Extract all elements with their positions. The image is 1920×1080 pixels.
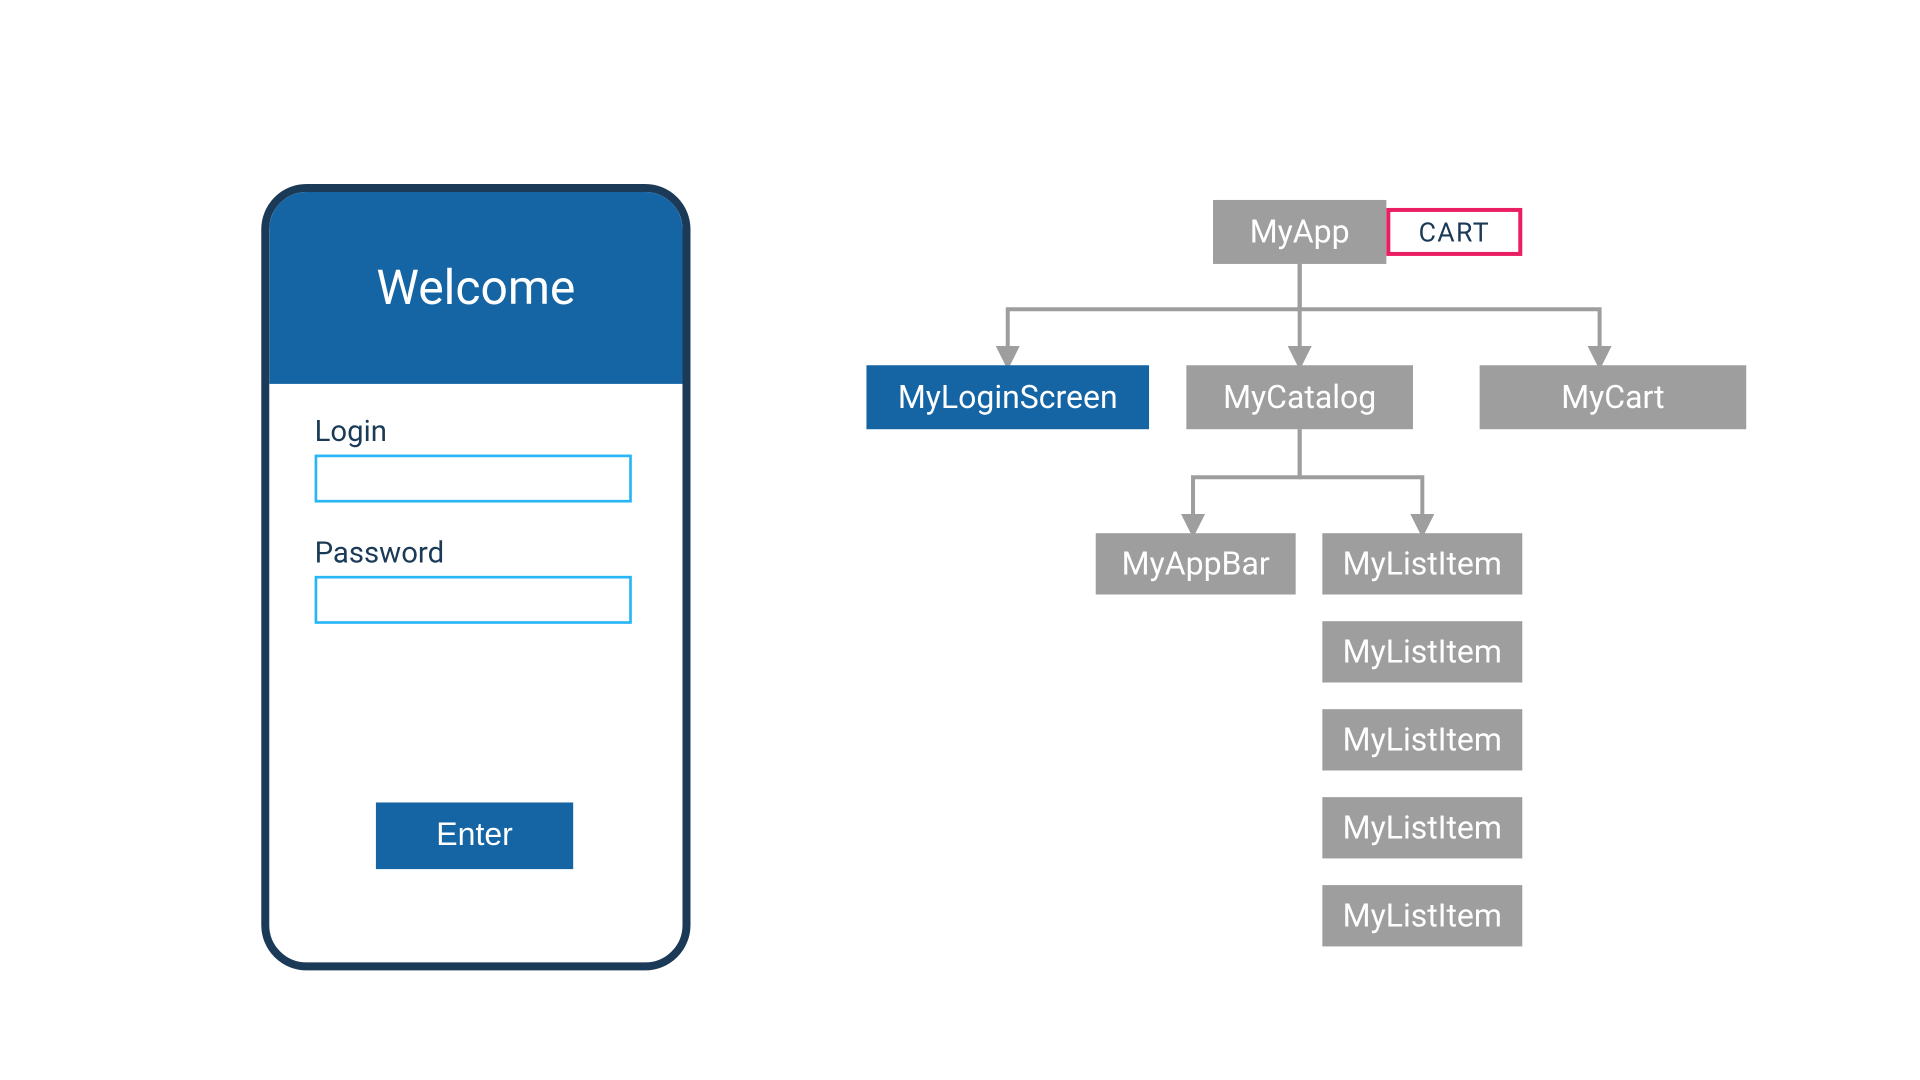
password-label: Password <box>315 537 638 570</box>
tree-node-li0: MyListItem <box>1322 533 1522 594</box>
login-input[interactable] <box>315 455 632 503</box>
login-label: Login <box>315 416 638 449</box>
tree-node-mycart: MyCart <box>1480 365 1747 429</box>
tree-node-li3: MyListItem <box>1322 797 1522 858</box>
tree-node-li4: MyListItem <box>1322 885 1522 946</box>
tree-node-myapp: MyApp <box>1213 200 1386 264</box>
phone-mockup: Welcome Login Password Enter <box>261 184 690 970</box>
tree-node-cart: CART <box>1386 208 1522 256</box>
enter-button[interactable]: Enter <box>376 802 573 869</box>
tree-node-li1: MyListItem <box>1322 621 1522 682</box>
tree-node-appbar: MyAppBar <box>1096 533 1296 594</box>
phone-header: Welcome <box>269 192 682 384</box>
password-input[interactable] <box>315 576 632 624</box>
phone-title: Welcome <box>376 260 575 316</box>
tree-node-li2: MyListItem <box>1322 709 1522 770</box>
tree-node-catalog: MyCatalog <box>1186 365 1413 429</box>
widget-tree-diagram: MyAppCART MyLoginScreen MyCatalog MyCart MyA… <box>853 200 1813 960</box>
tree-node-login: MyLoginScreen <box>866 365 1149 429</box>
phone-body: Login Password <box>269 384 682 659</box>
